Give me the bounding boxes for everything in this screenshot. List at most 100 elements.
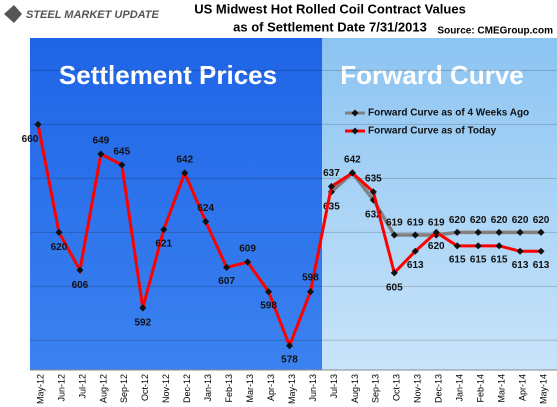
data-label: 620	[533, 215, 550, 226]
x-tick-label: Nov-13	[413, 374, 423, 403]
data-label: 598	[260, 300, 277, 311]
data-label: 642	[176, 155, 193, 166]
x-tick-label: Jan-14	[455, 374, 465, 402]
x-tick-label: Apr-14	[517, 374, 527, 401]
x-tick-label: Feb-14	[476, 374, 486, 403]
source: Source: CMEGroup.com	[437, 26, 553, 37]
point	[285, 342, 294, 350]
x-tick-label: May-13	[287, 374, 297, 404]
point	[55, 228, 63, 236]
data-label: 642	[344, 155, 361, 166]
point	[411, 231, 419, 239]
point	[118, 161, 126, 169]
x-tick-label: Dec-13	[434, 374, 444, 403]
point	[139, 304, 147, 312]
logo-icon	[4, 5, 22, 23]
x-tick-label: Oct-13	[392, 374, 402, 401]
data-label: 609	[239, 244, 256, 255]
data-label: 632	[365, 210, 382, 221]
point	[516, 228, 524, 236]
x-tick-label: May-14	[538, 374, 548, 404]
data-label: 620	[512, 215, 529, 226]
data-label: 624	[197, 203, 214, 214]
x-tick-label: Sep-12	[119, 374, 129, 403]
logo: STEEL MARKET UPDATE	[4, 5, 159, 23]
data-label: 578	[281, 354, 298, 365]
point	[306, 288, 315, 296]
x-tick-label: Jun-13	[308, 374, 318, 402]
point	[432, 228, 440, 236]
data-label: 635	[365, 173, 382, 184]
data-label: 619	[407, 218, 424, 229]
data-label: 613	[533, 260, 550, 271]
data-label: 619	[428, 218, 445, 229]
logo-text: STEEL MARKET UPDATE	[26, 9, 159, 21]
data-label: 615	[449, 254, 466, 265]
legend-marker	[351, 127, 359, 135]
data-label: 620	[51, 242, 68, 253]
point	[97, 150, 105, 158]
x-tick-label: Dec-12	[182, 374, 192, 403]
x-tick-label: Nov-12	[161, 374, 171, 403]
data-label: 660	[22, 134, 39, 145]
point	[474, 242, 482, 250]
point	[181, 169, 189, 177]
point	[265, 288, 273, 296]
data-label: 607	[218, 276, 235, 287]
x-tick-label: Mar-14	[496, 374, 506, 403]
x-tick-label: Oct-12	[140, 374, 150, 401]
data-label: 615	[491, 254, 508, 265]
point	[223, 263, 231, 271]
point	[411, 247, 419, 255]
point	[495, 228, 503, 236]
point	[202, 218, 210, 226]
point	[474, 228, 482, 236]
point	[453, 228, 461, 236]
point	[390, 231, 398, 239]
data-label: 613	[512, 260, 529, 271]
data-label: 635	[323, 201, 340, 212]
x-tick-label: Feb-13	[224, 374, 234, 403]
data-label: 637	[323, 168, 340, 179]
chart-subtitle: as of Settlement Date 7/31/2013	[233, 19, 427, 34]
forward-region	[322, 38, 557, 370]
data-label: 620	[428, 241, 445, 252]
section-label: Forward Curve	[340, 60, 524, 90]
point	[244, 258, 252, 266]
data-label: 621	[155, 238, 172, 249]
x-tick-label: Sep-13	[371, 374, 381, 403]
x-tick-label: Aug-13	[350, 374, 360, 403]
settlement-region	[30, 38, 322, 370]
data-label: 592	[134, 318, 151, 329]
data-label: 605	[386, 282, 403, 293]
point	[348, 169, 356, 177]
x-tick-label: Jan-13	[203, 374, 213, 402]
data-label: 619	[386, 218, 403, 229]
point	[453, 242, 461, 250]
data-label: 606	[72, 280, 89, 291]
x-tick-label: May-12	[35, 374, 45, 404]
x-tick-label: Apr-13	[266, 374, 276, 401]
point	[390, 269, 398, 277]
x-tick-label: Aug-12	[98, 374, 108, 403]
data-label: 620	[470, 215, 487, 226]
point	[76, 266, 84, 274]
legend-label: Forward Curve as of 4 Weeks Ago	[368, 108, 529, 119]
point	[327, 182, 335, 190]
data-label: 598	[302, 272, 319, 283]
point	[369, 188, 377, 196]
x-tick-label: Jun-12	[56, 374, 66, 402]
point	[537, 247, 545, 255]
legend-marker	[351, 109, 359, 117]
data-label: 615	[470, 254, 487, 265]
data-label: 620	[491, 215, 508, 226]
data-label: 620	[449, 215, 466, 226]
point	[537, 228, 545, 236]
x-tick-label: Jul-12	[77, 374, 87, 399]
point	[516, 247, 524, 255]
x-tick-label: Jul-13	[329, 374, 339, 399]
data-label: 649	[93, 136, 110, 147]
x-tick-label: Mar-13	[245, 374, 255, 403]
point	[160, 226, 168, 234]
